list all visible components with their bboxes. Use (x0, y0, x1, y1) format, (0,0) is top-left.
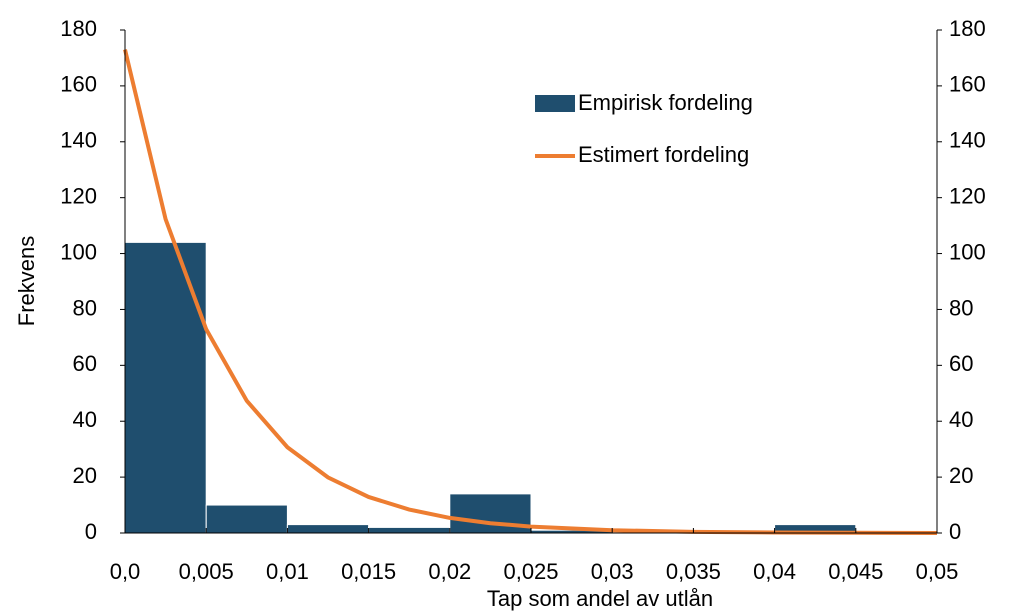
y-tick-label: 180 (60, 16, 97, 41)
y2-tick-label: 0 (949, 519, 961, 544)
x-tick-label: 0,025 (503, 559, 558, 584)
bar (205, 504, 288, 534)
line (123, 49, 938, 535)
x-tick-label: 0,0 (110, 559, 141, 584)
y-axis-title: Frekvens (14, 236, 39, 326)
x-tick-label: 0,045 (828, 559, 883, 584)
y-tick-label: 0 (85, 519, 97, 544)
legend-label: Estimert fordeling (578, 142, 749, 167)
y2-tick-label: 20 (949, 463, 973, 488)
y-tick-label: 80 (73, 295, 97, 320)
legend-label: Empirisk fordeling (578, 90, 753, 115)
y-tick-label: 20 (73, 463, 97, 488)
x-tick-label: 0,04 (753, 559, 796, 584)
bar (124, 241, 207, 534)
y2-tick-label: 40 (949, 407, 973, 432)
y2-tick-label: 60 (949, 351, 973, 376)
y-tick-label: 100 (60, 239, 97, 264)
x-axis-title: Tap som andel av utlån (487, 586, 713, 611)
x-tick-label: 0,015 (341, 559, 396, 584)
bar (368, 526, 451, 534)
y2-tick-label: 180 (949, 16, 986, 41)
y2-tick-label: 120 (949, 183, 986, 208)
x-tick-label: 0,05 (916, 559, 959, 584)
bar (286, 524, 370, 534)
x-tick-label: 0,02 (428, 559, 471, 584)
y-tick-label: 160 (60, 72, 97, 97)
y2-tick-label: 160 (949, 72, 986, 97)
x-tick-label: 0,03 (591, 559, 634, 584)
legend-swatch (535, 95, 575, 112)
x-tick-label: 0,035 (666, 559, 721, 584)
y2-tick-label: 100 (949, 239, 986, 264)
y-tick-label: 120 (60, 183, 97, 208)
x-tick-label: 0,005 (179, 559, 234, 584)
y-tick-label: 60 (73, 351, 97, 376)
y2-tick-label: 140 (949, 128, 986, 153)
y2-tick-label: 80 (949, 295, 973, 320)
y-tick-label: 40 (73, 407, 97, 432)
x-tick-label: 0,01 (266, 559, 309, 584)
y-tick-label: 140 (60, 128, 97, 153)
